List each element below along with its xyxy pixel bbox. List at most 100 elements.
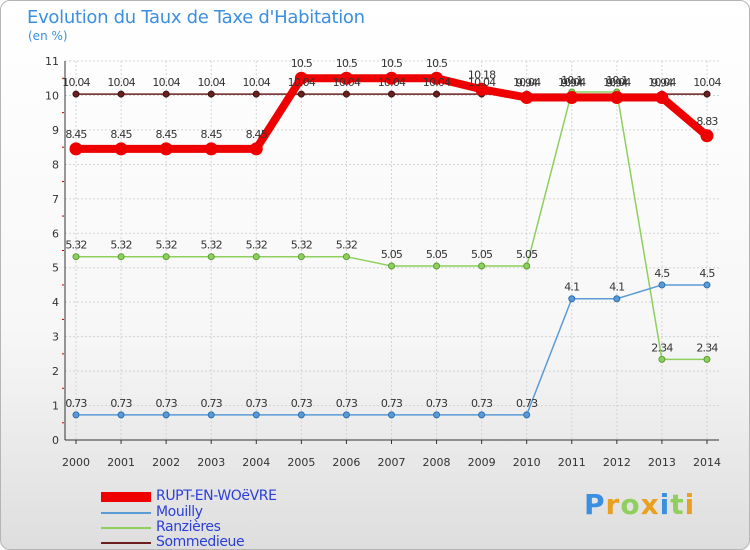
data-point-mouilly <box>162 411 170 419</box>
data-label-mouilly: 0.73 <box>65 397 87 410</box>
data-label-sommedieue: 10.04 <box>333 76 361 89</box>
y-tick-label: 9 <box>52 124 59 137</box>
data-point-rupt-en-wo-vre <box>294 71 308 85</box>
data-label-ranzi-res: 5.32 <box>336 239 357 252</box>
data-label-sommedieue: 10.04 <box>513 76 541 89</box>
legend-label-mouilly: Mouilly <box>156 504 203 520</box>
data-label-mouilly: 4.1 <box>564 281 579 294</box>
data-label-ranzi-res: 5.05 <box>426 248 448 261</box>
data-label-sommedieue: 10.04 <box>62 76 90 89</box>
data-point-rupt-en-wo-vre <box>384 71 398 85</box>
data-label-sommedieue: 10.04 <box>468 76 496 89</box>
data-label-sommedieue: 10.04 <box>197 76 225 89</box>
data-label-sommedieue: 10.04 <box>107 76 135 89</box>
y-tick-label: 10 <box>45 89 59 102</box>
data-label-sommedieue: 10.04 <box>693 76 721 89</box>
data-label-rupt-en-wo-vre: 10.5 <box>381 57 403 70</box>
data-point-ranzi-res <box>433 262 441 270</box>
data-point-mouilly <box>297 411 305 419</box>
data-point-mouilly <box>658 281 666 289</box>
data-label-sommedieue: 10.04 <box>288 76 316 89</box>
data-point-rupt-en-wo-vre <box>610 91 624 105</box>
chart-title: Evolution du Taux de Taxe d'Habitation <box>27 7 365 28</box>
data-point-ranzi-res <box>207 253 215 261</box>
y-axis-label: (en %) <box>28 29 68 43</box>
data-label-ranzi-res: 2.34 <box>651 341 673 354</box>
data-point-mouilly <box>613 295 621 303</box>
x-tick-label: 2009 <box>468 456 496 469</box>
x-tick-label: 2010 <box>513 456 541 469</box>
x-tick-label: 2007 <box>377 456 405 469</box>
data-point-mouilly <box>387 411 395 419</box>
y-tick-label: 11 <box>45 55 59 68</box>
data-point-ranzi-res <box>117 253 125 261</box>
data-point-mouilly <box>117 411 125 419</box>
data-point-rupt-en-wo-vre <box>249 142 263 156</box>
data-label-ranzi-res: 5.32 <box>155 239 176 252</box>
data-label-ranzi-res: 5.32 <box>65 239 86 252</box>
y-tick-label: 1 <box>52 400 59 413</box>
data-point-sommedieue <box>72 90 80 98</box>
data-label-mouilly: 0.73 <box>336 397 358 410</box>
data-point-sommedieue <box>117 90 125 98</box>
data-label-rupt-en-wo-vre: 8.45 <box>246 128 268 141</box>
data-label-mouilly: 0.73 <box>381 397 403 410</box>
data-label-mouilly: 0.73 <box>291 397 313 410</box>
logo-letter: x <box>640 488 660 521</box>
data-point-ranzi-res <box>252 253 260 261</box>
y-tick-label: 0 <box>52 434 59 447</box>
y-tick-label: 6 <box>52 227 59 240</box>
data-point-mouilly <box>252 411 260 419</box>
data-label-sommedieue: 10.04 <box>603 76 631 89</box>
data-point-mouilly <box>568 295 576 303</box>
data-label-mouilly: 0.73 <box>201 397 223 410</box>
legend-label-ranzieres: Ranzières <box>156 519 221 535</box>
legend-label-sommedieue: Sommedieue <box>156 534 245 550</box>
data-label-rupt-en-wo-vre: 8.45 <box>65 128 87 141</box>
data-label-mouilly: 4.1 <box>609 281 624 294</box>
data-label-mouilly: 0.73 <box>471 397 493 410</box>
data-point-sommedieue <box>162 90 170 98</box>
logo-letter: i <box>659 488 671 521</box>
data-point-sommedieue <box>342 90 350 98</box>
data-point-rupt-en-wo-vre <box>565 91 579 105</box>
data-point-ranzi-res <box>478 262 486 270</box>
data-point-mouilly <box>72 411 80 419</box>
x-tick-label: 2006 <box>332 456 360 469</box>
data-label-ranzi-res: 5.32 <box>291 239 312 252</box>
x-tick-label: 2004 <box>242 456 270 469</box>
y-tick-label: 7 <box>52 193 59 206</box>
data-label-rupt-en-wo-vre: 9.94 <box>606 77 628 90</box>
proxiti-logo: Proxiti <box>584 488 695 521</box>
data-label-sommedieue: 10.04 <box>648 76 676 89</box>
x-tick-label: 2008 <box>423 456 451 469</box>
data-point-rupt-en-wo-vre <box>159 142 173 156</box>
logo-letter: P <box>584 488 606 521</box>
x-tick-label: 2003 <box>197 456 225 469</box>
data-label-rupt-en-wo-vre: 10.5 <box>336 57 358 70</box>
data-label-rupt-en-wo-vre: 10.18 <box>468 68 496 81</box>
data-label-ranzi-res: 10.1 <box>561 74 582 87</box>
data-point-rupt-en-wo-vre <box>700 129 714 143</box>
data-point-rupt-en-wo-vre <box>475 82 489 96</box>
x-tick-label: 2011 <box>558 456 586 469</box>
legend-label-rupt: RUPT-EN-WOëVRE <box>156 488 277 504</box>
data-label-rupt-en-wo-vre: 9.94 <box>561 77 583 90</box>
x-tick-label: 2012 <box>603 456 631 469</box>
data-label-rupt-en-wo-vre: 8.45 <box>201 128 223 141</box>
logo-letter: o <box>620 488 641 521</box>
x-tick-label: 2000 <box>62 456 90 469</box>
data-point-rupt-en-wo-vre <box>204 142 218 156</box>
data-label-ranzi-res: 10.1 <box>606 74 627 87</box>
data-label-ranzi-res: 5.32 <box>246 239 267 252</box>
x-tick-label: 2001 <box>107 456 135 469</box>
data-point-sommedieue <box>387 90 395 98</box>
y-tick-label: 8 <box>52 158 59 171</box>
logo-letter: t <box>670 488 685 521</box>
data-point-rupt-en-wo-vre <box>430 71 444 85</box>
data-label-ranzi-res: 5.32 <box>110 239 131 252</box>
data-point-sommedieue <box>207 90 215 98</box>
data-point-ranzi-res <box>297 253 305 261</box>
